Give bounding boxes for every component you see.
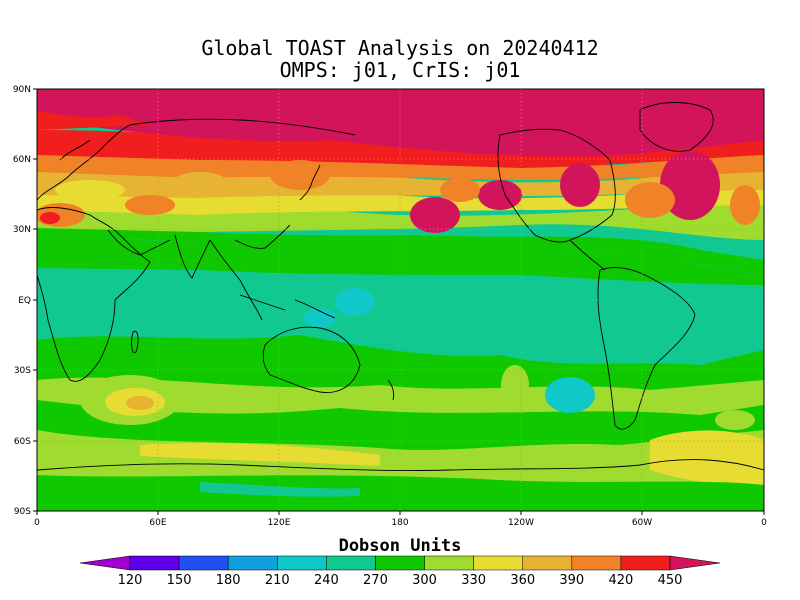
lon-label-120w: 120W — [508, 518, 534, 528]
colorbar-tick-label: 180 — [216, 573, 241, 588]
colorbar-tick-label: 450 — [658, 573, 683, 588]
colorbar-swatch — [326, 555, 376, 571]
lat-label-eq: EQ — [18, 296, 31, 306]
colorbar-swatch — [129, 555, 180, 571]
colorbar-swatch — [620, 555, 671, 571]
colorbar-high-arrow — [669, 555, 721, 571]
colorbar-tick-label: 330 — [461, 573, 486, 588]
colorbar-title: Dobson Units — [338, 536, 462, 556]
colorbar-tick-label: 240 — [314, 573, 339, 588]
colorbar-tick-label: 300 — [412, 573, 437, 588]
lon-label-60e: 60E — [149, 518, 166, 528]
colorbar-swatch — [424, 555, 474, 571]
colorbar-swatch — [178, 555, 229, 571]
colorbar-tick-label: 150 — [167, 573, 192, 588]
lat-label-30n: 30N — [13, 225, 31, 235]
colorbar-swatch — [227, 555, 278, 571]
lat-label-60n: 60N — [13, 155, 31, 165]
colorbar-low-arrow — [79, 555, 131, 571]
colorbar-swatch — [522, 555, 573, 571]
lon-label-60w: 60W — [632, 518, 652, 528]
ozone-field — [37, 89, 764, 511]
map-subtitle: OMPS: j01, CrIS: j01 — [279, 58, 521, 82]
lat-label-60s: 60S — [14, 437, 31, 447]
colorbar-tick-label: 420 — [608, 573, 633, 588]
lat-label-90s: 90S — [14, 507, 31, 517]
colorbar-tick-label: 210 — [265, 573, 290, 588]
colorbar-tick-label: 120 — [118, 573, 143, 588]
colorbar-tick-label: 390 — [559, 573, 584, 588]
colorbar: 120 150 180 210 240 270 300 330 360 390 420 450 — [79, 555, 721, 588]
colorbar-swatch — [571, 555, 622, 571]
lon-label-180: 180 — [391, 518, 408, 528]
colorbar-swatch — [277, 555, 327, 571]
tick-marks — [33, 88, 765, 515]
colorbar-swatch — [375, 555, 425, 571]
lat-label-90n: 90N — [13, 85, 31, 95]
colorbar-tick-label: 360 — [510, 573, 535, 588]
map-title: Global TOAST Analysis on 20240412 — [201, 36, 599, 60]
lon-label-0-right: 0 — [761, 518, 767, 528]
lat-label-30s: 30S — [14, 366, 31, 376]
lon-label-120e: 120E — [268, 518, 291, 528]
colorbar-swatch — [473, 555, 523, 571]
colorbar-tick-label: 270 — [363, 573, 388, 588]
lon-label-0-left: 0 — [34, 518, 40, 528]
